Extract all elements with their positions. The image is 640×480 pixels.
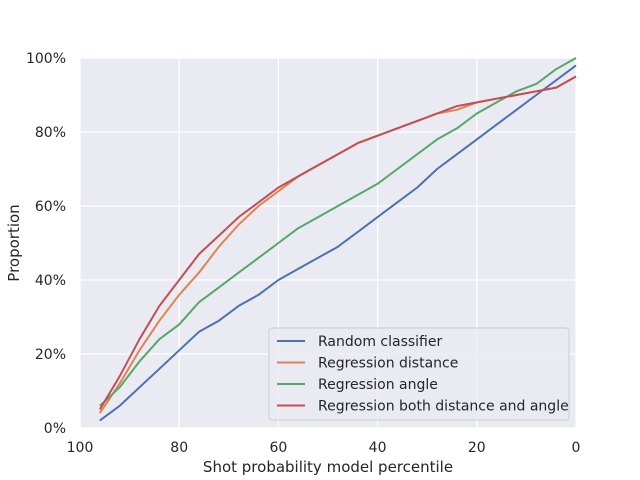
y-tick-label: 20% bbox=[35, 347, 66, 363]
legend-label: Random classifier bbox=[318, 334, 442, 350]
x-tick-label: 20 bbox=[468, 440, 486, 456]
y-tick-label: 100% bbox=[26, 51, 66, 67]
x-tick-label: 0 bbox=[572, 440, 581, 456]
y-tick-label: 80% bbox=[35, 125, 66, 141]
y-tick-labels: 0% 20% 40% 60% 80% 100% bbox=[26, 51, 66, 437]
y-tick-label: 0% bbox=[44, 421, 66, 437]
legend: Random classifier Regression distance Regr… bbox=[268, 327, 570, 421]
series-line bbox=[98, 75, 577, 411]
legend-label: Regression both distance and angle bbox=[318, 399, 569, 415]
x-axis-title: Shot probability model percentile bbox=[203, 458, 453, 476]
series-line bbox=[99, 57, 577, 407]
x-tick-label: 40 bbox=[369, 440, 387, 456]
y-tick-label: 60% bbox=[35, 199, 66, 215]
x-tick-label: 60 bbox=[269, 440, 287, 456]
x-tick-label: 80 bbox=[170, 440, 188, 456]
x-tick-label: 100 bbox=[67, 440, 94, 456]
y-tick-label: 40% bbox=[35, 273, 66, 289]
legend-label: Regression angle bbox=[318, 377, 438, 393]
legend-label: Regression distance bbox=[318, 356, 458, 372]
series-lines bbox=[98, 57, 577, 422]
x-tick-labels: 100 80 60 40 20 0 bbox=[67, 440, 581, 456]
y-axis-title: Proportion bbox=[5, 204, 23, 281]
series-line bbox=[99, 64, 577, 422]
legend-box bbox=[268, 327, 570, 421]
